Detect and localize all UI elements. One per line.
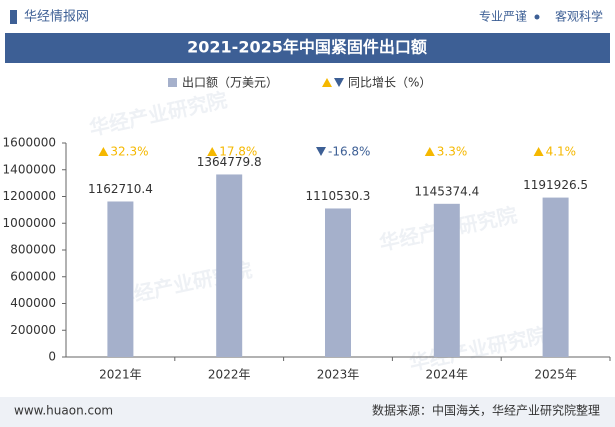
slogan-dot	[534, 14, 540, 20]
x-tick-label: 2022年	[208, 368, 251, 382]
value-label: 1162710.4	[88, 182, 153, 196]
logo-text: 华经情报网	[24, 10, 89, 25]
bar	[107, 201, 134, 357]
bar	[433, 203, 460, 357]
title-bar	[5, 33, 610, 63]
bar	[542, 197, 569, 357]
value-label: 1110530.3	[306, 189, 371, 203]
growth-label: 32.3%	[110, 145, 148, 159]
bar	[325, 208, 351, 357]
legend-up-icon	[322, 78, 332, 87]
y-tick-label: 200000	[10, 323, 56, 337]
growth-label: 17.8%	[219, 145, 257, 159]
slogan: 专业严谨	[479, 9, 527, 24]
y-tick-label: 1000000	[3, 216, 56, 230]
y-tick-label: 1200000	[3, 189, 56, 203]
legend-swatch	[168, 78, 177, 87]
slogan: 客观科学	[555, 9, 603, 24]
x-tick-label: 2021年	[99, 368, 142, 382]
growth-label: 4.1%	[546, 145, 577, 159]
bar	[216, 174, 243, 357]
growth-up-marker	[424, 147, 435, 156]
footer-source: 数据来源：中国海关，华经产业研究院整理	[372, 403, 600, 418]
growth-label: -16.8%	[328, 145, 370, 159]
legend-down-icon	[334, 78, 344, 87]
legend-label: 同比增长（%）	[348, 76, 431, 90]
x-tick-label: 2025年	[534, 368, 577, 382]
y-tick-label: 400000	[10, 296, 56, 310]
legend-label: 出口额（万美元）	[182, 76, 278, 90]
value-label: 1364779.8	[197, 155, 262, 169]
y-tick-label: 600000	[10, 269, 56, 283]
y-tick-label: 800000	[10, 243, 56, 257]
x-tick-label: 2024年	[426, 368, 469, 382]
growth-up-marker	[533, 147, 544, 156]
footer-website: www.huaon.com	[14, 404, 113, 418]
logo-icon	[10, 10, 17, 24]
footer-bar	[0, 397, 615, 427]
growth-up-marker	[98, 147, 109, 156]
growth-down-marker	[316, 147, 326, 156]
y-tick-label: 0	[48, 350, 56, 364]
chart-title: 2021-2025年中国紧固件出口额	[187, 38, 427, 57]
y-tick-label: 1400000	[3, 162, 56, 176]
growth-up-marker	[207, 147, 218, 156]
growth-label: 3.3%	[437, 145, 468, 159]
value-label: 1191926.5	[523, 178, 588, 192]
y-tick-label: 1600000	[3, 136, 56, 150]
value-label: 1145374.4	[414, 184, 479, 198]
x-tick-label: 2023年	[317, 368, 360, 382]
